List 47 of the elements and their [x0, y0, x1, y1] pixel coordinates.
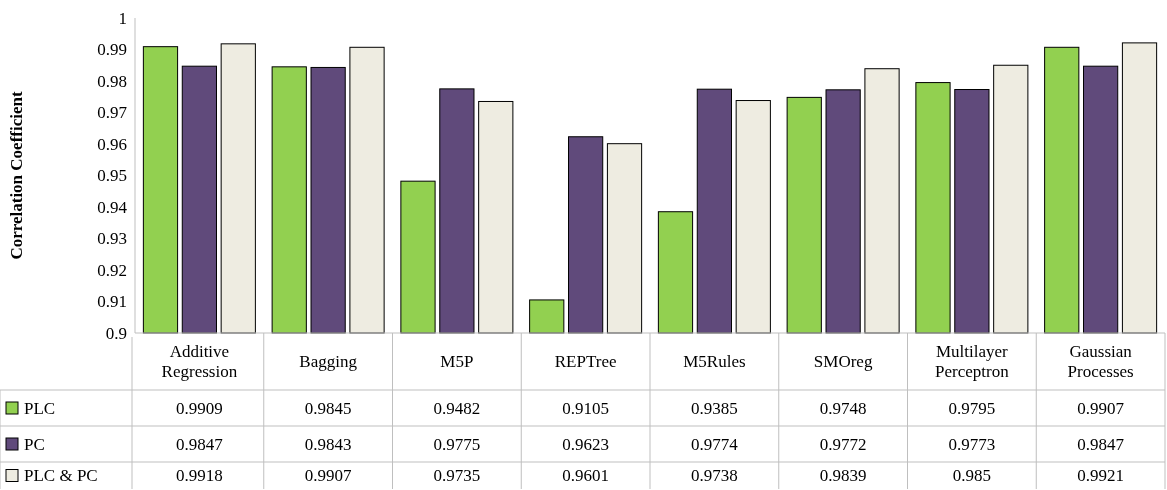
y-tick-label: 0.98 — [97, 71, 127, 91]
y-axis-title: Correlation Coefficient — [7, 91, 26, 260]
x-tick-label: Gaussian Processes — [1067, 342, 1134, 382]
data-label: 0.9907 — [1077, 398, 1125, 418]
data-label: 0.9847 — [176, 434, 224, 454]
x-tick-label: Additive Regression — [161, 342, 238, 382]
x-tick-label: REPTree — [554, 352, 617, 372]
data-label: 0.9601 — [562, 466, 609, 486]
data-label: 0.9921 — [1077, 466, 1124, 486]
y-tick-label: 0.93 — [97, 229, 127, 249]
x-tick-label: SMOreg — [813, 352, 873, 372]
y-tick-label: 0.95 — [97, 166, 127, 186]
data-label: 0.9623 — [562, 434, 609, 454]
y-tick-label: 0.96 — [97, 134, 127, 154]
y-tick-label: 0.91 — [97, 292, 127, 312]
data-label: 0.9105 — [562, 398, 609, 418]
legend-label: PC — [24, 434, 45, 454]
data-label: 0.9748 — [819, 398, 867, 418]
data-label: 0.9909 — [176, 398, 223, 418]
data-label: 0.9482 — [433, 398, 481, 418]
data-label: 0.9847 — [1077, 434, 1125, 454]
data-label: 0.9795 — [948, 398, 996, 418]
data-label: 0.9735 — [433, 466, 481, 486]
data-label: 0.9907 — [304, 466, 352, 486]
data-label: 0.9918 — [176, 466, 223, 486]
data-label: 0.9385 — [691, 398, 738, 418]
data-label: 0.9775 — [433, 434, 481, 454]
y-tick-label: 0.94 — [97, 197, 128, 217]
data-label: 0.985 — [952, 466, 991, 486]
x-tick-label: M5Rules — [683, 352, 746, 372]
y-tick-label: 0.99 — [97, 40, 127, 60]
y-tick-label: 0.92 — [97, 260, 127, 280]
x-tick-label: M5P — [440, 352, 474, 372]
y-tick-label: 0.97 — [97, 103, 128, 123]
data-label: 0.9845 — [304, 398, 352, 418]
data-label: 0.9843 — [304, 434, 352, 454]
data-label: 0.9773 — [948, 434, 996, 454]
data-label: 0.9772 — [819, 434, 867, 454]
data-label: 0.9738 — [691, 466, 738, 486]
y-tick-label: 0.9 — [105, 323, 127, 343]
legend-label: PLC & PC — [24, 466, 98, 486]
x-tick-label: Bagging — [299, 352, 358, 372]
x-tick-label: Multilayer Perceptron — [935, 342, 1010, 382]
legend-label: PLC — [24, 398, 56, 418]
data-label: 0.9774 — [691, 434, 739, 454]
y-tick-label: 1 — [118, 8, 127, 28]
data-label: 0.9839 — [819, 466, 867, 486]
